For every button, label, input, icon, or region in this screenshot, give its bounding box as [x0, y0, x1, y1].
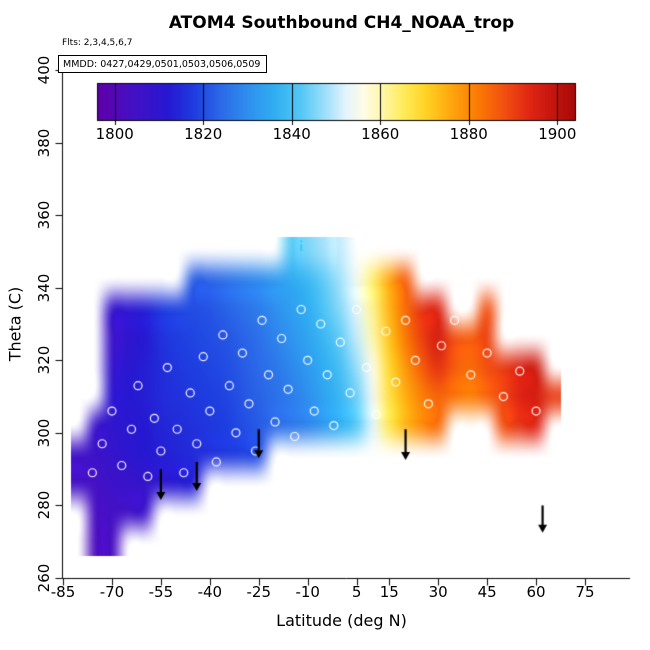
y-tick-label: 320: [35, 345, 53, 375]
page-title: ATOM4 Southbound CH4_NOAA_trop: [168, 13, 515, 33]
colorbar-tick-label: 1820: [184, 125, 223, 143]
x-tick-label: -55: [148, 583, 174, 601]
colorbar-tick-label: 1840: [272, 125, 311, 143]
x-tick-label: 60: [526, 583, 546, 601]
y-tick-label: 280: [35, 491, 53, 520]
mmdd-note-box: MMDD: 0427,0429,0501,0503,0506,0509: [58, 55, 268, 73]
x-tick-label: -25: [246, 583, 272, 601]
y-tick-label: 400: [35, 55, 53, 85]
x-tick-label: 45: [477, 583, 497, 601]
flights-note: Flts: 2,3,4,5,6,7: [62, 38, 133, 48]
x-tick-label: -40: [197, 583, 223, 601]
colorbar-tick-label: 1880: [449, 125, 488, 143]
x-tick-label: 30: [428, 583, 448, 601]
x-tick-label: 75: [575, 583, 595, 601]
x-tick-label: 15: [379, 583, 399, 601]
x-tick-label: 5: [351, 583, 362, 601]
y-tick-label: 360: [35, 200, 53, 230]
y-tick-label: 300: [35, 418, 53, 448]
x-tick-label: -10: [295, 583, 320, 601]
y-tick-label: 380: [35, 128, 53, 157]
colorbar-tick-label: 1860: [361, 125, 400, 143]
x-axis-title: Latitude (deg N): [276, 611, 407, 630]
y-tick-label: 340: [35, 273, 53, 303]
x-tick-label: -70: [99, 583, 125, 601]
colorbar-tick-label: 1900: [538, 125, 577, 143]
colorbar-tick-label: 1800: [95, 125, 134, 143]
y-tick-label: 260: [35, 563, 53, 593]
y-axis-title: Theta (C): [5, 286, 25, 362]
x-tick-label: -85: [50, 583, 76, 601]
